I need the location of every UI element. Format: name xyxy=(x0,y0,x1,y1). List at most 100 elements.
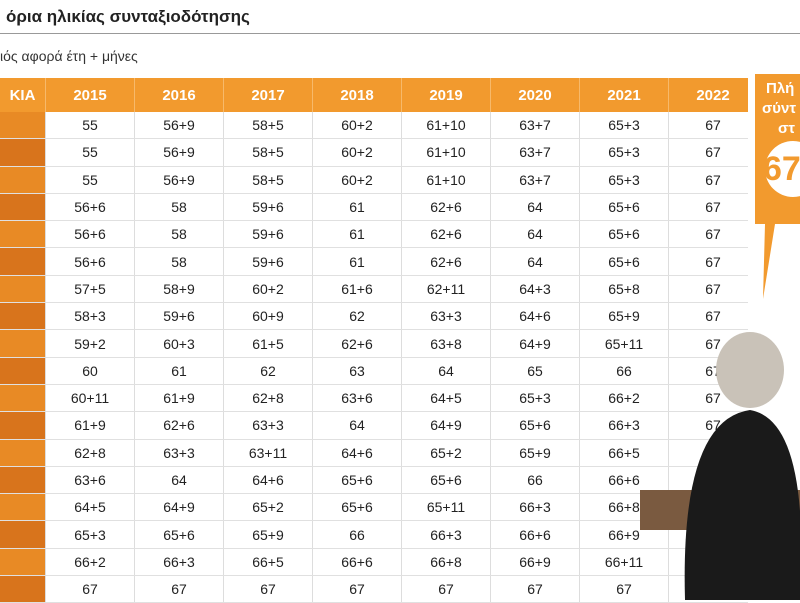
table-cell: 63+6 xyxy=(312,384,401,412)
table-cell: 65+8 xyxy=(579,275,668,303)
row-marker xyxy=(0,166,45,193)
table-cell: 67 xyxy=(668,139,757,166)
table-row: 61+9 62+6 63+3 64 64+9 65+6 66+3 67 xyxy=(0,412,748,440)
table-cell: 63+3 xyxy=(134,439,223,466)
callout-circle xyxy=(765,141,800,197)
column-header: 2015 xyxy=(45,78,134,112)
callout-number: 67 xyxy=(763,150,800,188)
table-cell: 62+6 xyxy=(401,248,490,275)
column-header: 2022 xyxy=(668,78,757,112)
table-cell: 61+5 xyxy=(223,330,312,357)
table-cell: 65+11 xyxy=(579,330,668,357)
table-cell: 65+2 xyxy=(401,439,490,466)
row-marker xyxy=(0,412,45,439)
table-cell: 56+9 xyxy=(134,139,223,166)
row-marker xyxy=(0,439,45,466)
row-marker xyxy=(0,221,45,248)
table-cell: 62+6 xyxy=(401,193,490,221)
head xyxy=(716,332,784,408)
table-cell: 63+11 xyxy=(223,439,312,466)
table-cell: 66+11 xyxy=(579,548,668,576)
table-cell: 66+6 xyxy=(490,521,579,548)
table-cell: 61+9 xyxy=(134,384,223,412)
table-cell: 65+3 xyxy=(579,166,668,193)
table-cell: 61 xyxy=(134,357,223,384)
table-cell: 65+6 xyxy=(312,494,401,521)
table-cell: 66+5 xyxy=(223,548,312,576)
table-cell: 59+6 xyxy=(134,303,223,330)
table-cell: 63 xyxy=(312,357,401,384)
table-cell: 66+2 xyxy=(579,384,668,412)
table-cell: 67 xyxy=(223,576,312,603)
column-header: ΚΙΑ xyxy=(9,86,36,104)
table-cell: 67 xyxy=(490,576,579,603)
table-cell: 66+5 xyxy=(579,439,668,466)
table-cell: 66+6 xyxy=(312,548,401,576)
table-cell: 56+9 xyxy=(134,112,223,139)
table-cell: 61 xyxy=(312,221,401,248)
table-cell: 65+6 xyxy=(401,466,490,494)
table-cell: 66 xyxy=(579,357,668,384)
table-cell: 62+11 xyxy=(401,275,490,303)
row-marker xyxy=(0,576,45,603)
table-cell: 63+7 xyxy=(490,139,579,166)
table-cell: 55 xyxy=(45,166,134,193)
table-cell: 64+9 xyxy=(134,494,223,521)
table-cell: 67 xyxy=(668,303,757,330)
table-cell: 61+10 xyxy=(401,166,490,193)
table-cell: 56+6 xyxy=(45,221,134,248)
table-cell: 60+2 xyxy=(312,139,401,166)
header-row: ΚΙΑ 2015 2016 2017 2018 2019 2020 2021 2022 xyxy=(0,78,748,112)
table-cell: 66+9 xyxy=(490,548,579,576)
row-marker xyxy=(0,494,45,521)
table-cell: 61+10 xyxy=(401,139,490,166)
table-cell: 67 xyxy=(668,166,757,193)
table-cell: 63+7 xyxy=(490,112,579,139)
row-marker xyxy=(0,330,45,357)
table-cell: 67 xyxy=(668,330,757,357)
table-cell: 62+6 xyxy=(134,412,223,439)
table-cell: 60+2 xyxy=(223,275,312,303)
table-row: 56+6 58 59+6 61 62+6 64 65+6 67 xyxy=(0,221,748,249)
table-cell: 65+6 xyxy=(579,221,668,248)
table-cell: 65+6 xyxy=(490,412,579,439)
table-cell: 58+5 xyxy=(223,112,312,139)
table-cell: 61 xyxy=(312,248,401,275)
table-cell: 67 xyxy=(312,576,401,603)
table-cell: 58 xyxy=(134,221,223,248)
table-cell: 65+9 xyxy=(490,439,579,466)
table-cell: 67 xyxy=(668,112,757,139)
table-cell: 65+3 xyxy=(579,139,668,166)
row-marker xyxy=(0,521,45,548)
table-cell: 64+5 xyxy=(401,384,490,412)
table-cell: 58+5 xyxy=(223,139,312,166)
callout xyxy=(755,74,800,299)
table-cell: 61+6 xyxy=(312,275,401,303)
table-cell: 67 xyxy=(134,576,223,603)
callout-line: στ xyxy=(778,120,795,137)
row-marker xyxy=(0,357,45,384)
table-row: 60 61 62 63 64 65 66 67 xyxy=(0,357,748,385)
table-row: 56+6 58 59+6 61 62+6 64 65+6 67 xyxy=(0,248,748,276)
table-cell: 60+2 xyxy=(312,112,401,139)
table-cell: 66 xyxy=(490,466,579,494)
table-cell: 66+9 xyxy=(579,521,668,548)
table-cell: 58 xyxy=(134,193,223,221)
table-cell: 63+3 xyxy=(401,303,490,330)
table-cell: 58+5 xyxy=(223,166,312,193)
table-cell: 65+6 xyxy=(579,193,668,221)
row-marker xyxy=(0,112,45,139)
table: ΚΙΑ 2015 2016 2017 2018 2019 2020 2021 2022 55 56+… xyxy=(0,78,748,603)
table-cell: 67 xyxy=(579,576,668,603)
table-cell: 64+3 xyxy=(490,275,579,303)
table-cell: 66+6 xyxy=(579,466,668,494)
table-cell: 65+11 xyxy=(401,494,490,521)
table-cell: 59+6 xyxy=(223,221,312,248)
row-marker xyxy=(0,139,45,166)
row-marker xyxy=(0,193,45,221)
table-cell: 67 xyxy=(668,248,757,275)
table-row: 55 56+9 58+5 60+2 61+10 63+7 65+3 67 xyxy=(0,139,748,167)
